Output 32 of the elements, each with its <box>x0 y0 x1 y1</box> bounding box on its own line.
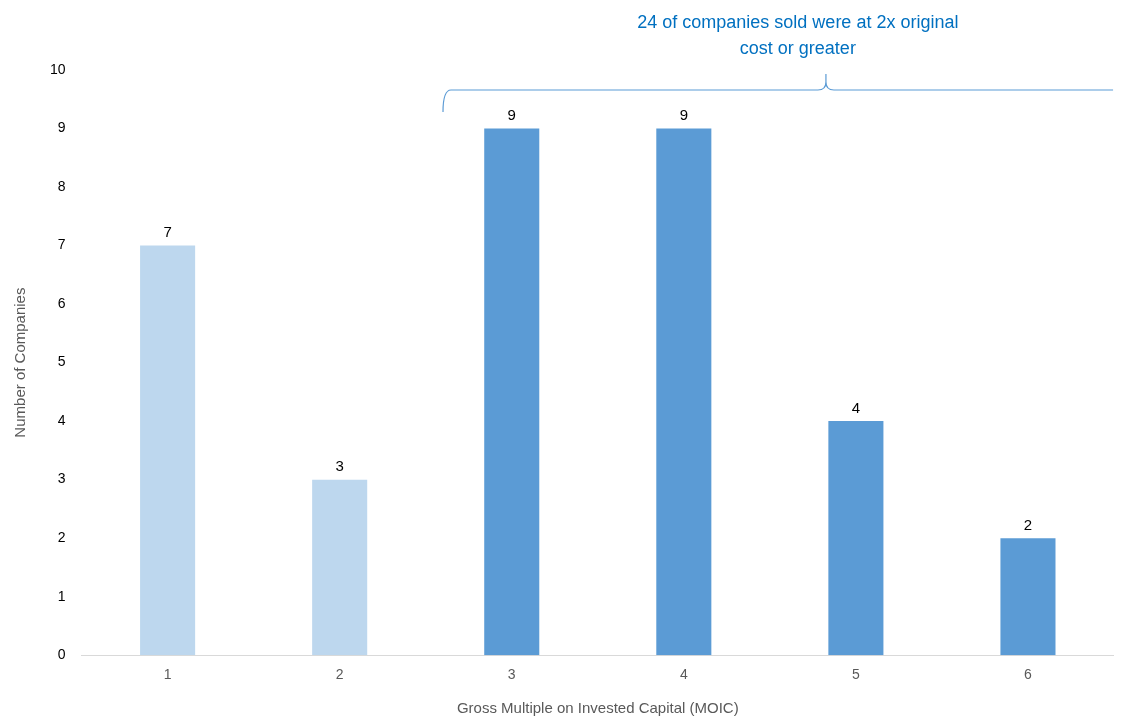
bar <box>484 128 540 656</box>
y-tick-label: 7 <box>57 236 66 253</box>
data-label: 9 <box>507 106 516 124</box>
data-label: 9 <box>679 106 688 124</box>
y-tick-label: 2 <box>57 529 66 546</box>
x-tick-label: 3 <box>507 666 516 683</box>
y-tick-label: 6 <box>57 294 66 311</box>
x-tick-label: 2 <box>335 666 344 683</box>
y-tick-label: 1 <box>57 587 66 604</box>
y-tick-label: 3 <box>57 470 66 487</box>
y-tick-label: 9 <box>57 119 66 136</box>
bar <box>312 479 368 656</box>
x-axis-title: Gross Multiple on Invested Capital (MOIC) <box>456 699 739 717</box>
y-tick-label: 4 <box>57 411 66 428</box>
bar <box>656 128 712 656</box>
x-tick-label: 5 <box>851 666 860 683</box>
y-tick-label: 0 <box>57 646 66 663</box>
y-tick-label: 8 <box>57 177 66 194</box>
data-label: 2 <box>1023 515 1033 533</box>
y-axis-title: Number of Companies <box>11 287 29 438</box>
x-tick-label: 4 <box>679 666 688 683</box>
data-label: 4 <box>851 398 861 416</box>
data-label: 3 <box>335 457 344 475</box>
text: 24 of companies sold were at 2x original cost or greater <box>637 11 959 58</box>
bar <box>140 245 196 656</box>
y-tick-label: 10 <box>49 60 66 77</box>
y-tick-label: 5 <box>57 353 66 370</box>
data-label: 7 <box>163 223 172 241</box>
x-tick-label: 6 <box>1024 666 1033 683</box>
bar <box>828 421 884 656</box>
bar <box>1000 538 1056 656</box>
x-tick-label: 1 <box>163 666 172 683</box>
